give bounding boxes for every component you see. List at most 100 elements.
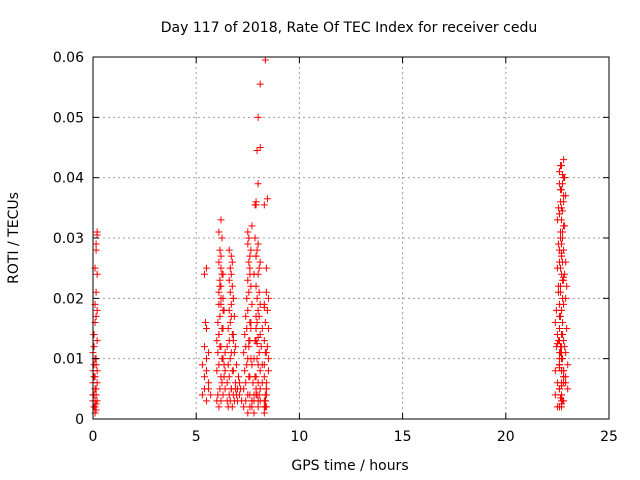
data-point (252, 385, 260, 393)
data-point (242, 312, 250, 320)
data-point (262, 379, 270, 387)
data-point (252, 201, 260, 209)
data-point (250, 270, 258, 278)
data-point (261, 56, 269, 64)
data-point (245, 288, 253, 296)
data-point (217, 264, 225, 272)
axis-ticks (92, 56, 610, 420)
data-point (232, 361, 240, 369)
data-point (556, 264, 564, 272)
data-point (262, 391, 270, 399)
data-point (217, 216, 225, 224)
data-point (201, 318, 209, 326)
data-point (248, 222, 256, 230)
data-point (255, 391, 263, 399)
data-point (258, 325, 266, 332)
data-point (250, 409, 258, 417)
x-tick-labels: 0 5 10 15 20 25 (89, 429, 618, 445)
data-point (231, 343, 239, 351)
data-point (254, 361, 262, 369)
data-point (205, 349, 213, 357)
data-point (556, 162, 564, 170)
data-point (90, 343, 98, 351)
y-tick-labels: 0 0.01 0.02 0.03 0.04 0.05 0.06 (53, 50, 84, 428)
data-point (254, 379, 262, 387)
data-point (254, 403, 262, 411)
data-point (227, 270, 235, 278)
data-point (92, 246, 100, 254)
data-point (93, 379, 101, 387)
data-point (256, 258, 264, 266)
data-point (260, 201, 268, 209)
data-point (229, 337, 237, 345)
data-point (200, 373, 208, 381)
data-point (92, 406, 100, 414)
data-point (555, 355, 563, 363)
data-point (217, 252, 225, 260)
data-point (556, 312, 564, 320)
data-point (254, 180, 262, 188)
x-tick-label: 15 (394, 429, 412, 445)
data-point (559, 318, 567, 326)
data-point (228, 282, 236, 290)
data-point (225, 276, 233, 284)
data-point (244, 228, 252, 236)
data-point (219, 294, 227, 302)
x-tick-label: 20 (497, 429, 515, 445)
data-point (558, 216, 566, 224)
data-point (254, 240, 262, 248)
data-point (227, 252, 235, 260)
data-point (217, 397, 225, 405)
data-point (556, 394, 564, 402)
y-tick-label: 0.05 (53, 110, 84, 126)
data-point (554, 204, 562, 212)
data-point (200, 343, 208, 351)
data-point (92, 400, 100, 408)
data-point (227, 300, 235, 308)
data-point (215, 258, 223, 266)
data-point (261, 397, 269, 405)
data-point (551, 367, 559, 375)
data-point (241, 367, 249, 375)
data-point (227, 385, 235, 393)
data-point (236, 379, 244, 387)
data-point (260, 303, 268, 311)
data-point (260, 409, 268, 417)
data-point (225, 306, 233, 314)
data-point (227, 312, 235, 320)
data-point (560, 367, 568, 375)
data-point (216, 282, 224, 290)
data-point (203, 367, 211, 375)
data-point (226, 318, 234, 326)
y-tick-label: 0.02 (53, 291, 84, 307)
data-point (93, 367, 101, 375)
data-point (221, 367, 229, 375)
data-point (240, 349, 248, 357)
data-point (215, 331, 223, 339)
data-point (252, 252, 260, 260)
x-axis-title: GPS time / hours (291, 458, 408, 474)
data-point (217, 343, 225, 351)
data-point (556, 288, 564, 296)
data-point (264, 294, 272, 302)
data-point (559, 234, 567, 242)
data-point (559, 207, 567, 215)
data-point (198, 361, 206, 369)
data-point (245, 234, 253, 242)
data-point (253, 294, 261, 302)
data-point (226, 355, 234, 363)
data-point (244, 240, 252, 248)
data-point (245, 373, 253, 381)
data-point (555, 337, 563, 345)
data-point (264, 325, 272, 332)
data-point (560, 273, 568, 281)
data-point (223, 343, 231, 351)
data-point (559, 171, 567, 179)
y-axis-title: ROTI / TECUs (6, 192, 22, 284)
data-point (559, 258, 567, 266)
data-point (559, 294, 567, 302)
data-point (219, 270, 227, 278)
data-point (260, 373, 268, 381)
data-point (560, 174, 568, 182)
data-point (240, 403, 248, 411)
